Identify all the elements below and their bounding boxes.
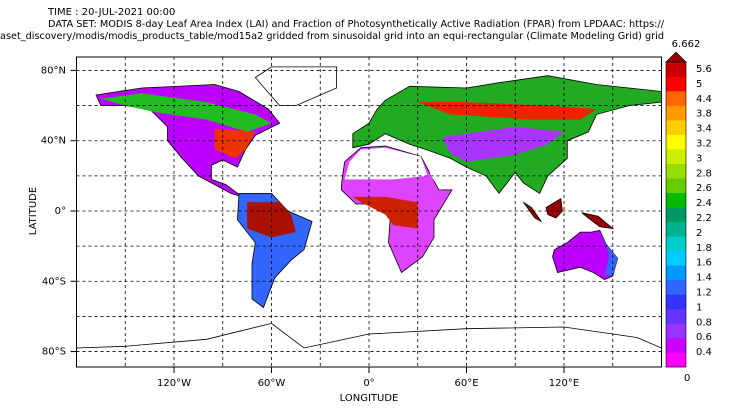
colorbar-band xyxy=(666,178,686,194)
sumatra xyxy=(523,201,542,222)
colorbar-band xyxy=(666,323,686,339)
colorbar-band xyxy=(666,207,686,223)
y-tick-label: 0° xyxy=(55,206,66,217)
boreal-eurasia xyxy=(417,102,597,120)
colorbar-label: 3.2 xyxy=(696,139,712,150)
y-tick-label: 80°N xyxy=(41,65,66,76)
colorbar-band xyxy=(666,250,686,266)
arabia xyxy=(425,158,464,190)
colorbar-label: 2.2 xyxy=(696,213,712,224)
greenland xyxy=(254,66,337,106)
x-tick-label: 120°W xyxy=(157,378,191,389)
colorbar-label: 1.6 xyxy=(696,258,712,269)
y-tick-label: 40°S xyxy=(42,276,66,287)
borneo xyxy=(545,198,563,219)
colorbar-band xyxy=(666,120,686,135)
sahara xyxy=(344,147,428,180)
colorbar-label: 2.4 xyxy=(696,198,712,209)
colorbar-band xyxy=(666,163,686,179)
new-guinea xyxy=(581,212,615,230)
dataset-line: DATA SET: MODIS 8-day Leaf Area Index (L… xyxy=(48,19,665,30)
colorbar-band xyxy=(666,352,686,368)
colorbar-label: 3 xyxy=(696,153,702,164)
colorbar-band xyxy=(666,134,686,150)
colorbar-band xyxy=(666,308,686,324)
colorbar-label: 5.6 xyxy=(696,64,712,75)
colorbar-label: 2.8 xyxy=(696,168,712,179)
colorbar-label: 0.6 xyxy=(696,332,712,343)
colorbar-band xyxy=(666,279,686,295)
colorbar-band xyxy=(666,105,686,121)
colorbar-label: 1.4 xyxy=(696,273,712,284)
colorbar-label: 3.4 xyxy=(696,124,712,135)
colorbar-band xyxy=(666,221,686,237)
colorbar-label: 5 xyxy=(696,79,702,90)
colorbar-label: 1 xyxy=(696,302,702,313)
east-australia xyxy=(599,230,618,276)
colorbar-label: 2.6 xyxy=(696,183,712,194)
colorbar-band xyxy=(666,149,686,164)
colorbar: 6.662 5.6 5 4.4 3.8 3.4 3.2 3 2.8 2.6 2.4 2.2 2 1.8 1.… xyxy=(665,39,712,384)
y-tick-label: 40°N xyxy=(41,136,66,147)
central-africa xyxy=(352,196,418,229)
boreal-na xyxy=(100,93,272,132)
colorbar-label: 3.8 xyxy=(696,109,712,120)
dataset-line: aset_discovery/modis/modis_products_tabl… xyxy=(0,31,664,42)
y-tick-label: 80°S xyxy=(42,347,66,358)
colorbar-max-label: 6.662 xyxy=(672,39,701,50)
colorbar-label: 0.8 xyxy=(696,317,712,328)
colorbar-band xyxy=(666,62,686,77)
x-tick-label: 0° xyxy=(363,378,374,389)
colorbar-band xyxy=(666,265,686,281)
x-tick-label: 60°E xyxy=(454,378,478,389)
colorbar-band xyxy=(666,294,686,310)
grid xyxy=(76,57,662,367)
colorbar-band xyxy=(666,236,686,252)
colorbar-frame xyxy=(665,61,687,368)
east-us xyxy=(214,128,256,159)
y-axis-label: LATITUDE xyxy=(28,187,39,235)
colorbar-band xyxy=(666,337,686,353)
time-label: TIME : 20-JUL-2021 00:00 xyxy=(47,7,175,18)
colorbar-label: 1.8 xyxy=(696,243,712,254)
colorbar-band xyxy=(666,192,686,208)
x-tick-label: 60°W xyxy=(258,378,286,389)
colorbar-band xyxy=(666,91,686,106)
central-asia xyxy=(442,126,564,162)
colorbar-label: 4.4 xyxy=(696,94,712,105)
x-axis-label: LONGITUDE xyxy=(340,393,399,404)
colorbar-band xyxy=(666,76,686,92)
colorbar-arrow xyxy=(665,51,687,63)
colorbar-label: 2 xyxy=(696,228,702,239)
colorbar-label: 1.2 xyxy=(696,288,712,299)
colorbar-label: 0.4 xyxy=(696,347,712,358)
colorbar-label: 0 xyxy=(684,373,690,384)
x-tick-label: 120°E xyxy=(549,378,579,389)
